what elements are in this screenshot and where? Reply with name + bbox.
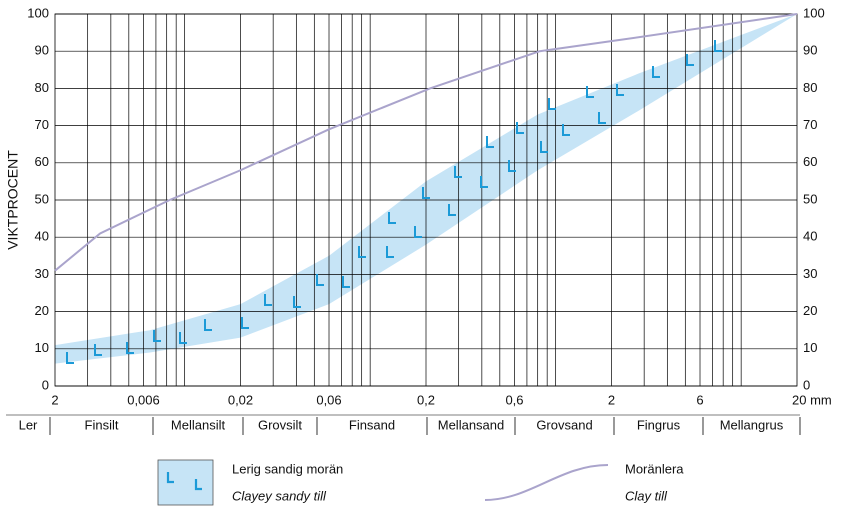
y-tick-label: 20 <box>35 303 49 318</box>
x-tick-label: 0,02 <box>228 392 253 407</box>
fraction-label: Finsand <box>349 417 395 432</box>
y-tick-label: 90 <box>35 43 49 58</box>
y2-tick-label: 10 <box>803 340 817 355</box>
x-tick-label: 20 mm <box>792 392 832 407</box>
y2-tick-label: 0 <box>803 377 810 392</box>
legend-swatch <box>157 459 214 506</box>
fraction-label: Finsilt <box>85 417 119 432</box>
y-tick-label: 50 <box>35 191 49 206</box>
band-pattern <box>66 40 722 364</box>
y2-tick-label: 100 <box>803 5 825 20</box>
fraction-label: Fingrus <box>637 417 681 432</box>
fraction-label: Mellangrus <box>720 417 784 432</box>
y-tick-label: 60 <box>35 154 49 169</box>
y-tick-label: 30 <box>35 266 49 281</box>
fraction-label: Ler <box>19 417 38 432</box>
fraction-label: Grovsand <box>536 417 592 432</box>
x-tick-label: 0,006 <box>127 392 160 407</box>
legend-label: Clay till <box>625 488 668 503</box>
x-tick-label: 0,2 <box>417 392 435 407</box>
y2-tick-label: 90 <box>803 43 817 58</box>
legend-label: Lerig sandig morän <box>232 461 343 476</box>
y-tick-label: 80 <box>35 80 49 95</box>
y2-tick-label: 70 <box>803 117 817 132</box>
y2-tick-label: 60 <box>803 154 817 169</box>
y-tick-label: 0 <box>42 377 49 392</box>
fraction-label: Mellansilt <box>171 417 226 432</box>
legend-label: Moränlera <box>625 461 684 476</box>
y-tick-label: 10 <box>35 340 49 355</box>
x-tick-label: 2 <box>608 392 615 407</box>
legend-label: Clayey sandy till <box>232 488 327 503</box>
x-tick-label: 6 <box>696 392 703 407</box>
y-tick-label: 40 <box>35 229 49 244</box>
y2-tick-label: 20 <box>803 303 817 318</box>
line-series <box>54 13 798 272</box>
x-tick-label: 0,06 <box>316 392 341 407</box>
y-tick-label: 100 <box>27 5 49 20</box>
fraction-label: Mellansand <box>438 417 505 432</box>
y2-tick-label: 40 <box>803 229 817 244</box>
fraction-label: Grovsilt <box>258 417 302 432</box>
y2-tick-label: 30 <box>803 266 817 281</box>
x-tick-label: 0,6 <box>505 392 523 407</box>
legend-line <box>484 464 609 501</box>
y2-tick-label: 50 <box>803 191 817 206</box>
legend-marker <box>166 472 202 491</box>
x-tick-label: 2 <box>51 392 58 407</box>
y-axis-label: VIKTPROCENT <box>5 150 21 250</box>
y-tick-label: 70 <box>35 117 49 132</box>
y2-tick-label: 80 <box>803 80 817 95</box>
plot-frame <box>54 13 798 387</box>
